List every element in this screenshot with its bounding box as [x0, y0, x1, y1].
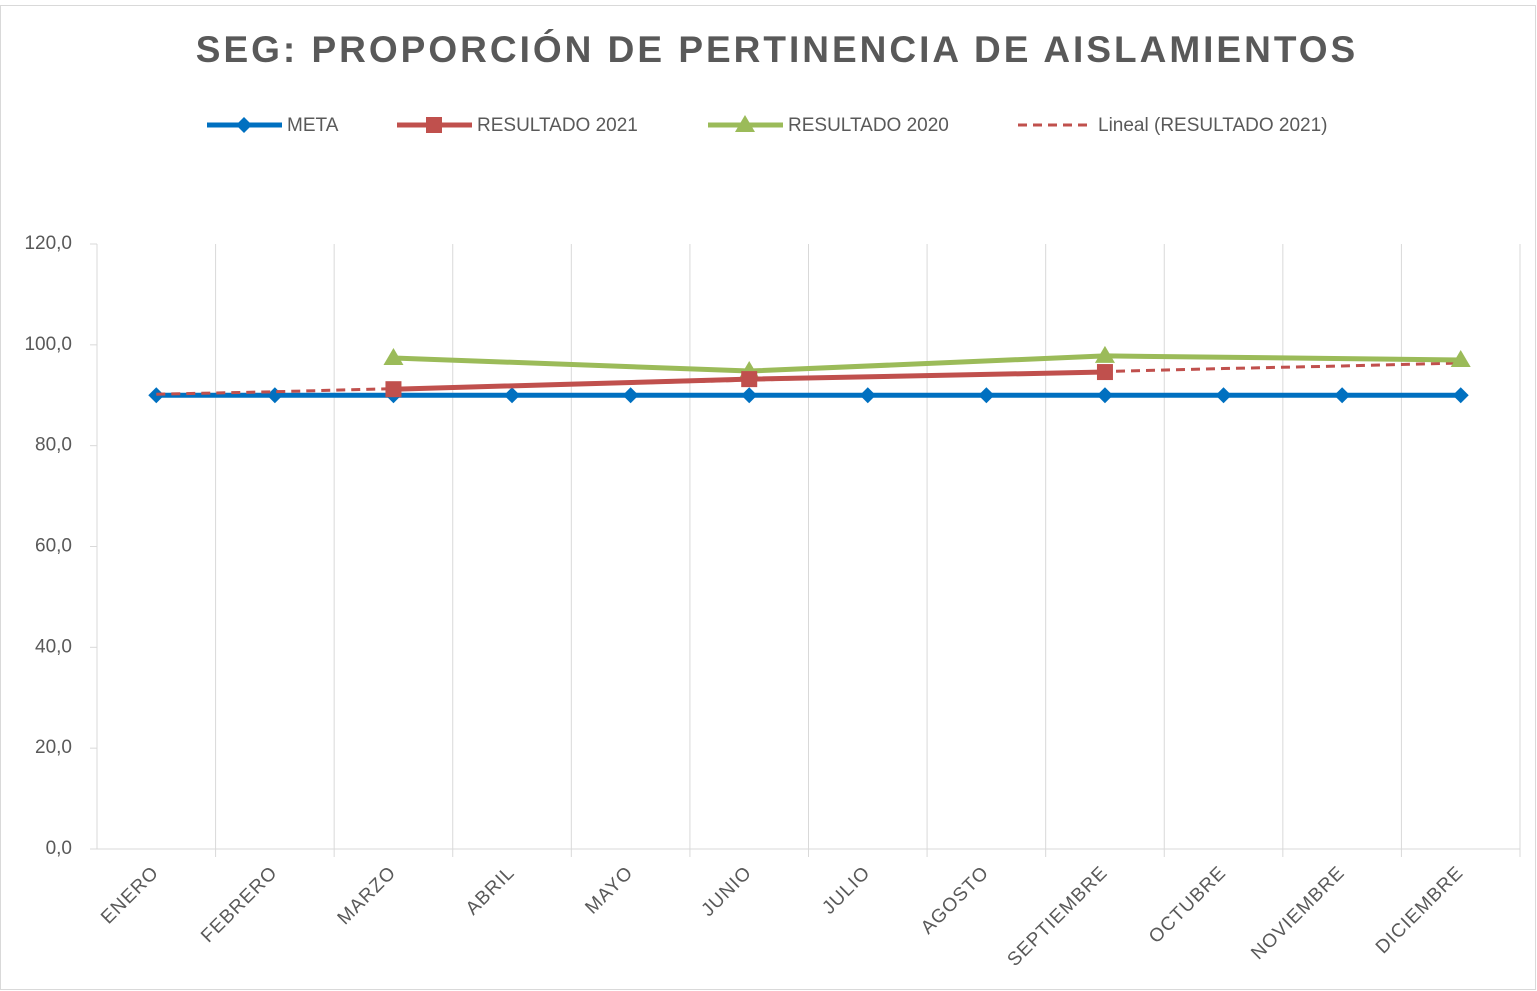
y-tick-label: 0,0: [46, 838, 72, 859]
marker: [622, 387, 639, 404]
marker: [1334, 387, 1351, 404]
marker: [1215, 387, 1232, 404]
y-tick-label: 100,0: [24, 334, 72, 355]
y-tick-label: 60,0: [35, 536, 72, 557]
legend-label: Lineal (RESULTADO 2021): [1098, 115, 1328, 136]
chart-title: SEG: PROPORCIÓN DE PERTINENCIA DE AISLAM…: [196, 28, 1358, 70]
legend-label: RESULTADO 2021: [477, 115, 638, 136]
marker: [741, 387, 758, 404]
legend-marker: [426, 117, 442, 133]
marker: [741, 371, 758, 388]
y-tick-label: 20,0: [35, 737, 72, 758]
y-tick-label: 120,0: [24, 233, 72, 254]
marker: [148, 387, 165, 404]
legend-label: META: [287, 115, 339, 136]
marker: [385, 381, 402, 398]
marker: [504, 387, 521, 404]
marker: [859, 387, 876, 404]
chart-border: [0, 5, 1536, 990]
legend-marker: [735, 115, 755, 132]
y-tick-label: 80,0: [35, 435, 72, 456]
y-tick-label: 40,0: [35, 636, 72, 657]
legend-label: RESULTADO 2020: [788, 115, 949, 136]
marker: [1452, 387, 1469, 404]
series-line: [393, 353, 1461, 374]
marker: [1450, 349, 1471, 367]
marker: [978, 387, 995, 404]
legend-marker: [236, 117, 252, 133]
marker: [1096, 364, 1113, 381]
marker: [383, 347, 404, 365]
marker: [1096, 387, 1113, 404]
marker: [1094, 345, 1115, 363]
